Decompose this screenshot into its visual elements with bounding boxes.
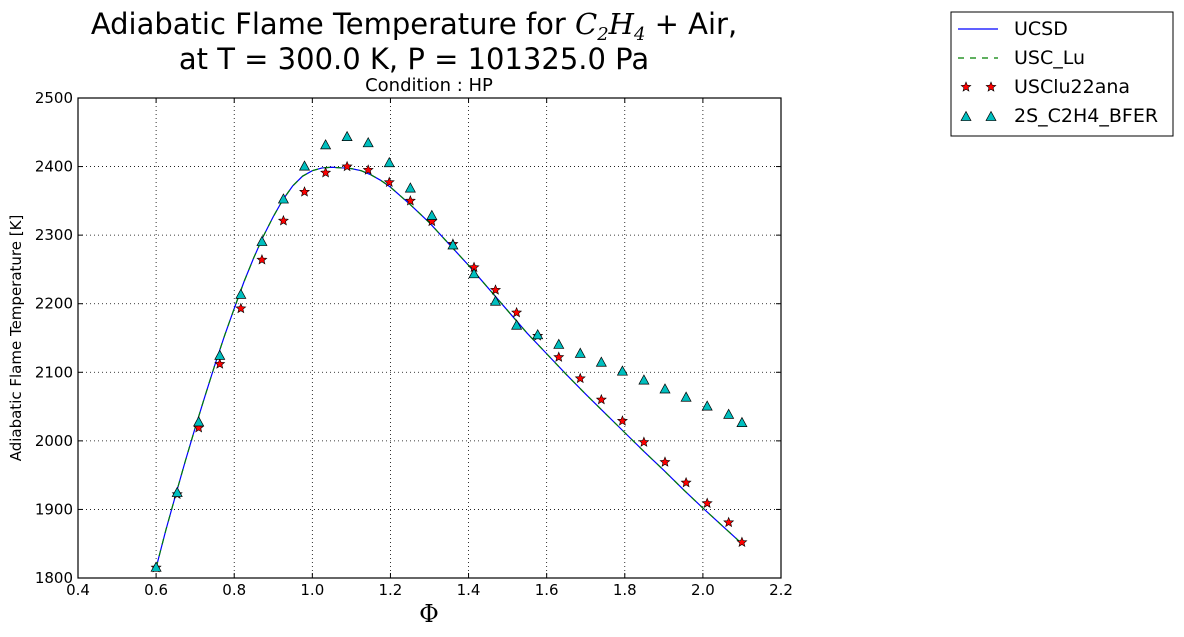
legend-label-2s-c2h4-bfer: 2S_C2H4_BFER [1014, 105, 1158, 127]
legend-label-usc-lu: USC_Lu [1014, 47, 1085, 69]
point-usclu22ana [256, 254, 268, 265]
point-usclu22ana [723, 516, 735, 528]
legend-box [950, 11, 1174, 137]
chart-subtitle: Condition : HP [365, 75, 493, 96]
y-tick-label: 2000 [35, 432, 73, 450]
point-2s-c2h4-bfer [277, 193, 289, 204]
point-usclu22ana [574, 372, 586, 384]
plot-area-frame [77, 97, 782, 579]
point-2s-c2h4-bfer [256, 235, 268, 246]
point-2s-c2h4-bfer [341, 130, 353, 142]
series-line-ucsd [155, 166, 743, 568]
point-2s-c2h4-bfer [298, 160, 311, 171]
point-usclu22ana [404, 195, 416, 206]
x-tick-label: 1.2 [379, 581, 403, 599]
point-2s-c2h4-bfer [680, 391, 692, 402]
legend-star-marker [960, 81, 972, 92]
legend-star-marker [985, 81, 997, 92]
point-usclu22ana [553, 351, 565, 362]
x-tick-label: 1.0 [300, 581, 324, 599]
point-2s-c2h4-bfer [426, 209, 438, 220]
axis-ticks: 0.4 0.6 0.8 1.0 1.2 1.4 1.6 1.8 2.0 2.2 1800 1900 20… [35, 89, 793, 599]
point-usclu22ana [736, 536, 748, 548]
point-2s-c2h4-bfer [171, 486, 183, 497]
point-2s-c2h4-bfer [383, 156, 395, 168]
point-2s-c2h4-bfer [489, 295, 502, 306]
x-tick-label: 1.4 [457, 581, 481, 599]
point-usclu22ana [299, 186, 311, 197]
series-line-usc-lu [155, 166, 743, 568]
point-usclu22ana [235, 302, 247, 314]
point-usclu22ana [341, 160, 353, 172]
point-usclu22ana [383, 176, 395, 188]
legend-triangle-marker [960, 110, 972, 121]
chart-title-line1: Adiabatic Flame Temperature for C2H4 + A… [91, 7, 737, 45]
x-tick-label: 2.0 [691, 581, 715, 599]
point-usclu22ana [595, 393, 607, 405]
point-usclu22ana [277, 214, 289, 226]
point-2s-c2h4-bfer [638, 374, 650, 385]
point-2s-c2h4-bfer [235, 288, 247, 299]
chart-title-line2: at T = 300.0 K, P = 101325.0 Pa [179, 42, 649, 76]
legend-label-usclu22ana: USClu22ana [1014, 76, 1130, 98]
point-2s-c2h4-bfer [150, 561, 162, 572]
point-usclu22ana [701, 497, 713, 508]
y-tick-label: 2400 [35, 158, 73, 176]
point-2s-c2h4-bfer [659, 383, 671, 394]
y-tick-label: 2200 [35, 295, 73, 313]
point-2s-c2h4-bfer [404, 182, 416, 193]
x-axis-label: Φ [419, 600, 439, 628]
y-tick-label: 2300 [35, 226, 73, 244]
legend-swatch-usclu22ana [960, 81, 997, 92]
point-usclu22ana [489, 284, 502, 295]
series-layer [150, 130, 748, 573]
point-2s-c2h4-bfer [532, 329, 544, 340]
point-2s-c2h4-bfer [553, 338, 565, 349]
point-2s-c2h4-bfer [447, 239, 459, 250]
point-usclu22ana [638, 436, 650, 447]
point-2s-c2h4-bfer [723, 408, 735, 419]
y-axis-label: Adiabatic Flame Temperature [K] [7, 215, 25, 462]
point-2s-c2h4-bfer [701, 400, 713, 411]
point-2s-c2h4-bfer [736, 416, 748, 427]
x-tick-label: 0.4 [66, 581, 90, 599]
y-tick-label: 2100 [35, 363, 73, 381]
point-2s-c2h4-bfer [362, 137, 374, 148]
point-usclu22ana [362, 164, 374, 175]
x-tick-label: 0.6 [144, 581, 168, 599]
point-2s-c2h4-bfer [468, 267, 480, 279]
legend-label-ucsd: UCSD [1014, 18, 1068, 40]
grid-lines [78, 98, 781, 578]
point-usclu22ana [616, 415, 628, 426]
x-tick-label: 0.8 [222, 581, 246, 599]
point-2s-c2h4-bfer [616, 365, 628, 376]
point-usclu22ana [680, 476, 692, 488]
legend: UCSD USC_Lu USClu22ana 2S_C2H4_BFER [950, 11, 1174, 137]
legend-triangle-marker [985, 110, 997, 121]
y-tick-label: 1900 [35, 500, 73, 518]
y-tick-label: 1800 [35, 569, 73, 587]
point-usclu22ana [320, 166, 332, 178]
point-2s-c2h4-bfer [595, 356, 607, 367]
y-tick-label: 2500 [35, 89, 73, 107]
point-2s-c2h4-bfer [320, 139, 332, 150]
point-2s-c2h4-bfer [574, 347, 586, 358]
x-tick-label: 1.8 [613, 581, 637, 599]
point-2s-c2h4-bfer [214, 349, 226, 360]
point-2s-c2h4-bfer [193, 416, 205, 427]
point-usclu22ana [214, 358, 226, 369]
point-usclu22ana [659, 456, 671, 467]
point-usclu22ana [511, 306, 523, 318]
point-2s-c2h4-bfer [511, 319, 523, 330]
x-tick-label: 2.2 [769, 581, 793, 599]
x-tick-label: 1.6 [535, 581, 559, 599]
legend-swatch-2s-c2h4-bfer [960, 110, 997, 121]
